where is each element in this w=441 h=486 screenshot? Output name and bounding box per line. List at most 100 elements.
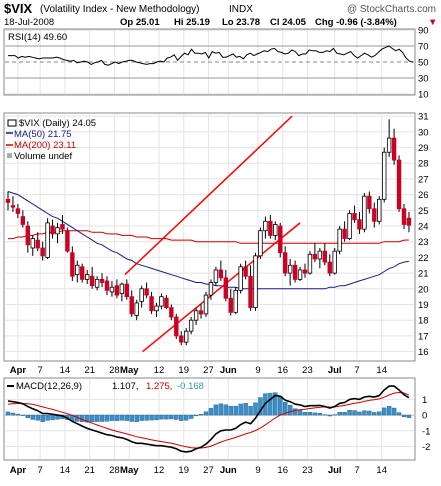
candlestick bbox=[20, 210, 26, 228]
candlestick bbox=[5, 191, 11, 211]
candle-body bbox=[149, 296, 154, 312]
price-panel: 16 17 18 19 20 21 22 23 24 25 26 27 28 29 30 31 $VIX (D… bbox=[3, 112, 429, 362]
candlestick bbox=[154, 302, 159, 318]
candle-body bbox=[114, 285, 120, 296]
macd-hist-bar bbox=[159, 414, 164, 420]
macd-hist-legend-value: -0.168 bbox=[177, 381, 204, 392]
x-tick-label: 14 bbox=[376, 365, 387, 376]
candlestick bbox=[406, 211, 412, 233]
candlestick bbox=[273, 221, 278, 241]
macd-hist-bar bbox=[372, 412, 377, 416]
rsi-tick-label: 10 bbox=[418, 90, 429, 101]
candlesticks bbox=[5, 119, 412, 346]
x-tick-label: 28 bbox=[109, 365, 120, 376]
candlestick bbox=[208, 279, 214, 300]
candlestick bbox=[188, 317, 194, 335]
candlestick bbox=[139, 285, 144, 308]
channel-lower-line bbox=[142, 222, 301, 353]
candle-body bbox=[99, 278, 105, 283]
candlestick bbox=[391, 128, 397, 165]
x-tick-label: Jul bbox=[328, 365, 342, 376]
macd-hist-bar bbox=[357, 411, 362, 416]
macd-hist-bar bbox=[179, 414, 184, 421]
candle-body bbox=[55, 227, 60, 235]
macd-hist-bar bbox=[342, 412, 347, 416]
macd-hist-bar bbox=[124, 414, 130, 421]
candle-body bbox=[292, 264, 298, 280]
candle-body bbox=[188, 319, 194, 332]
candlestick bbox=[292, 260, 298, 283]
candlestick bbox=[362, 193, 367, 233]
candlestick bbox=[307, 251, 313, 275]
volume-legend-swatch bbox=[7, 153, 12, 158]
macd-hist-bar bbox=[183, 414, 189, 421]
macd-tick-label: 0 bbox=[422, 411, 427, 422]
candlestick bbox=[248, 265, 253, 311]
candle-body bbox=[119, 283, 125, 294]
macd-hist-bar bbox=[238, 403, 243, 416]
macd-legend-name: MACD(12,26,9) bbox=[16, 381, 82, 392]
macd-hist-bar bbox=[377, 411, 382, 416]
candlestick bbox=[203, 291, 209, 318]
change-down-arrow-icon: ▼ bbox=[428, 17, 437, 28]
candle-body bbox=[297, 269, 303, 280]
macd-hist-bar bbox=[20, 414, 26, 416]
candlestick bbox=[35, 232, 40, 252]
price-tick-label: 22 bbox=[418, 253, 429, 264]
macd-panel: -2 -1 0 1 MACD(12,26,9) 1.107, 1.275, -0.16… bbox=[3, 377, 430, 461]
macd-hist-bar bbox=[149, 414, 154, 421]
candle-body bbox=[193, 310, 199, 321]
candlestick bbox=[40, 241, 45, 261]
candlestick bbox=[45, 218, 50, 259]
macd-hist-bar bbox=[352, 410, 357, 416]
macd-hist-bar bbox=[89, 414, 95, 423]
price-legend: $VIX (Daily) 24.05 MA(50) 21.75 MA(200) … bbox=[6, 118, 96, 162]
candle-legend-icon bbox=[7, 119, 17, 127]
channel-upper-line bbox=[124, 115, 293, 276]
candle-body bbox=[337, 228, 342, 252]
candlestick bbox=[268, 215, 273, 239]
candle-body bbox=[30, 238, 35, 249]
candlestick bbox=[243, 260, 248, 280]
price-tick-label: 21 bbox=[418, 269, 429, 280]
candle-body bbox=[15, 208, 21, 214]
macd-hist-bar bbox=[396, 412, 402, 416]
candle-body bbox=[401, 208, 407, 225]
candlestick bbox=[55, 222, 60, 244]
macd-hist-bar bbox=[347, 410, 352, 416]
macd-hist-bar bbox=[154, 414, 159, 421]
x-tick-label: 23 bbox=[302, 365, 313, 376]
candle-body bbox=[396, 159, 402, 210]
macd-hist-bar bbox=[109, 414, 115, 421]
candle-body bbox=[268, 220, 273, 236]
macd-hist-bar bbox=[15, 413, 21, 416]
macd-legend: MACD(12,26,9) 1.107, 1.275, -0.168 bbox=[7, 381, 204, 392]
macd-hist-bar bbox=[169, 414, 174, 420]
macd-hist-bar bbox=[164, 414, 169, 420]
candlestick bbox=[381, 147, 387, 203]
macd-hist-bar bbox=[114, 414, 120, 421]
macd-tick-label: 1 bbox=[422, 395, 427, 406]
macd-hist-bar bbox=[174, 414, 179, 420]
low-value: Lo 23.78 bbox=[222, 17, 260, 28]
close-value: Cl 24.05 bbox=[270, 17, 307, 28]
price-tick-label: 18 bbox=[418, 316, 429, 327]
macd-hist-bar bbox=[273, 392, 278, 416]
candle-body bbox=[94, 278, 100, 288]
rsi-tick-label: 90 bbox=[418, 26, 429, 37]
candlestick bbox=[287, 258, 293, 286]
price-tick-label: 29 bbox=[418, 143, 429, 154]
x-tick-label: 23 bbox=[302, 465, 313, 476]
x-tick-label: 16 bbox=[277, 365, 288, 376]
macd-hist-bar bbox=[193, 414, 199, 417]
candle-body bbox=[40, 247, 45, 257]
date-label: 18-Jul-2008 bbox=[4, 17, 54, 28]
candlestick bbox=[75, 260, 80, 283]
x-tick-label: 21 bbox=[84, 365, 95, 376]
rsi-y-axis: 10 30 50 70 90 bbox=[418, 26, 429, 101]
macd-hist-bar bbox=[297, 410, 303, 416]
candle-body bbox=[35, 239, 40, 249]
candlestick bbox=[10, 196, 16, 212]
macd-hist-bar bbox=[332, 414, 337, 416]
macd-hist-bar bbox=[307, 412, 313, 416]
